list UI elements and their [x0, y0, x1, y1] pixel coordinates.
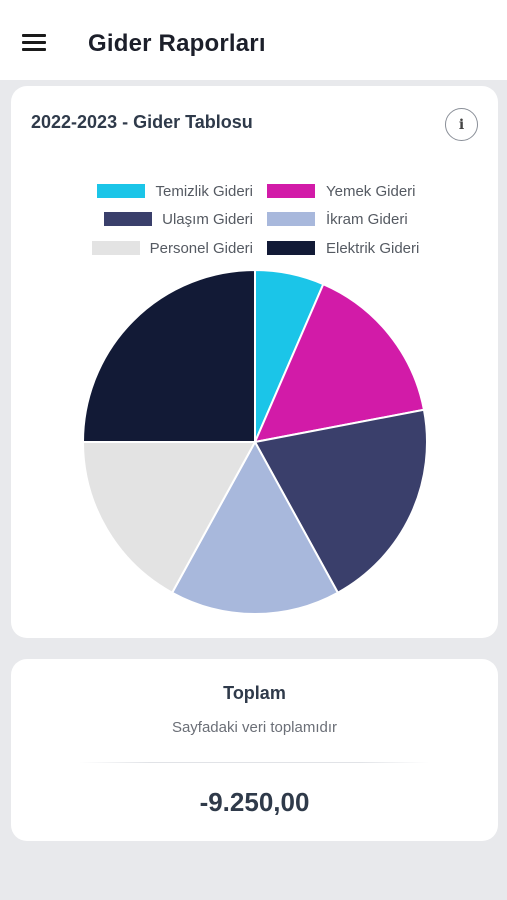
legend-label: Yemek Gideri: [326, 182, 416, 200]
legend-label: Ulaşım Gideri: [162, 210, 253, 228]
pie-slice[interactable]: [81, 441, 257, 595]
legend-item[interactable]: İkram Gideri: [267, 210, 408, 228]
pie-slice[interactable]: [253, 282, 426, 444]
pie-slice[interactable]: [253, 408, 428, 595]
legend-item[interactable]: Yemek Gideri: [267, 182, 416, 200]
legend-label: Personel Gideri: [149, 239, 253, 257]
pie-slice[interactable]: [81, 268, 256, 443]
total-subtitle: Sayfadaki veri toplamıdır: [171, 719, 338, 736]
legend-item[interactable]: Temizlik Gideri: [97, 182, 253, 200]
legend-swatch: [267, 184, 315, 198]
page-title: Gider Raporları: [88, 30, 266, 57]
total-card: Toplam Sayfadaki veri toplamıdır -9.250,…: [11, 659, 498, 841]
app-bar: Gider Raporları: [0, 0, 507, 80]
legend-label: Temizlik Gideri: [155, 182, 253, 200]
pie-slice[interactable]: [170, 439, 340, 615]
legend-swatch: [104, 212, 153, 226]
hamburger-menu-icon[interactable]: [22, 34, 46, 52]
legend-swatch: [97, 184, 146, 198]
legend-label: İkram Gideri: [326, 210, 408, 228]
chart-card-title: 2022-2023 - Gider Tablosu: [31, 112, 253, 132]
info-icon[interactable]: i: [445, 108, 478, 141]
legend-item[interactable]: Elektrik Gideri: [267, 239, 420, 257]
legend-item[interactable]: Ulaşım Gideri: [104, 210, 253, 228]
legend-label: Elektrik Gideri: [326, 239, 420, 257]
legend-swatch: [267, 212, 315, 226]
total-title: Toplam: [223, 683, 286, 703]
legend-swatch: [91, 241, 140, 255]
legend-swatch: [267, 241, 315, 255]
divider: [79, 762, 429, 763]
total-value: -9.250,00: [199, 787, 310, 817]
pie-chart: [81, 268, 428, 615]
legend-item[interactable]: Personel Gideri: [91, 239, 253, 257]
expense-chart-card: 2022-2023 - Gider Tablosu i Temizlik Gid…: [11, 86, 498, 638]
